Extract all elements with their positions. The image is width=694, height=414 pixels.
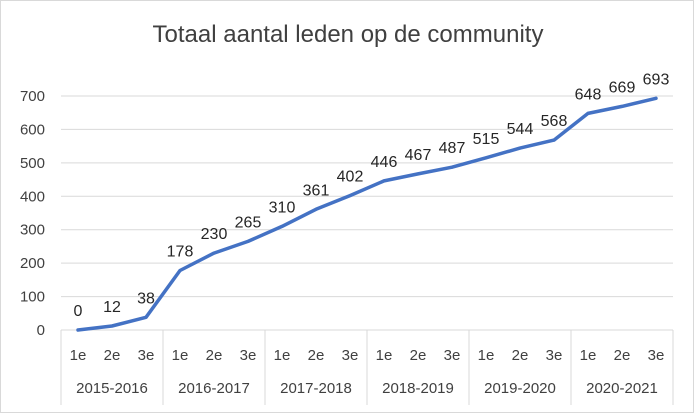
- data-point: [586, 111, 590, 115]
- x-tick-label: 2e: [410, 347, 427, 364]
- x-tick-label: 1e: [274, 347, 291, 364]
- series-line: [76, 96, 658, 332]
- data-label: 467: [405, 147, 432, 164]
- data-label: 265: [235, 214, 262, 231]
- data-point: [620, 104, 624, 108]
- chart-title: Totaal aantal leden op de community: [152, 21, 544, 48]
- x-group-label: 2015-2016: [76, 380, 148, 397]
- data-point: [450, 165, 454, 169]
- data-label: 515: [473, 131, 500, 148]
- data-label: 402: [337, 169, 364, 186]
- y-tick-label: 700: [20, 88, 45, 105]
- data-label: 178: [167, 243, 194, 260]
- data-point: [280, 224, 284, 228]
- x-tick-label: 1e: [172, 347, 189, 364]
- data-label: 648: [575, 86, 602, 103]
- data-point: [382, 179, 386, 183]
- data-label: 230: [201, 226, 228, 243]
- x-group-label: 2020-2021: [586, 380, 658, 397]
- data-point: [144, 315, 148, 319]
- data-point: [552, 138, 556, 142]
- data-point: [518, 146, 522, 150]
- data-point: [484, 156, 488, 160]
- x-tick-label: 3e: [546, 347, 563, 364]
- x-tick-label: 1e: [580, 347, 597, 364]
- x-tick-label: 3e: [138, 347, 155, 364]
- x-tick-label: 2e: [308, 347, 325, 364]
- x-tick-label: 2e: [104, 347, 121, 364]
- data-point: [212, 251, 216, 255]
- data-label: 669: [609, 79, 636, 96]
- data-point: [178, 268, 182, 272]
- x-tick-label: 2e: [512, 347, 529, 364]
- series-members: [76, 96, 658, 332]
- data-labels: 0 12 38 178 230 265 310 361 402 446 467 487 515 544 56…: [74, 71, 670, 320]
- data-point: [348, 194, 352, 198]
- gridlines: [61, 95, 673, 298]
- data-label: 361: [303, 182, 330, 199]
- x-tick-label: 3e: [648, 347, 665, 364]
- data-point: [314, 207, 318, 211]
- y-tick-label: 400: [20, 188, 45, 205]
- x-group-label: 2016-2017: [178, 380, 250, 397]
- x-group-label: 2019-2020: [484, 380, 556, 397]
- data-point: [246, 239, 250, 243]
- x-tick-label: 2e: [206, 347, 223, 364]
- data-label: 0: [74, 303, 83, 320]
- y-tick-label: 0: [37, 322, 45, 339]
- data-label: 446: [371, 154, 398, 171]
- data-label: 310: [269, 199, 296, 216]
- x-axis: [60, 329, 674, 405]
- y-axis-ticks: 0 100 200 300 400 500 600 700: [20, 88, 45, 339]
- y-tick-label: 600: [20, 121, 45, 138]
- data-point: [76, 328, 80, 332]
- y-tick-label: 500: [20, 155, 45, 172]
- x-tick-label: 1e: [70, 347, 87, 364]
- y-tick-label: 100: [20, 289, 45, 306]
- data-label: 487: [439, 140, 466, 157]
- y-tick-label: 300: [20, 222, 45, 239]
- x-tick-label: 3e: [444, 347, 461, 364]
- x-axis-ticks: 1e 2e 3e 1e 2e 3e 1e 2e 3e 1e 2e 3e 1e 2e 3e 1e 2e 3e 2015…: [70, 347, 665, 397]
- x-tick-label: 1e: [376, 347, 393, 364]
- x-tick-label: 1e: [478, 347, 495, 364]
- x-tick-label: 2e: [614, 347, 631, 364]
- x-tick-label: 3e: [240, 347, 257, 364]
- data-point: [416, 172, 420, 176]
- data-point: [654, 96, 658, 100]
- x-group-label: 2017-2018: [280, 380, 352, 397]
- x-group-label: 2018-2019: [382, 380, 454, 397]
- data-label: 12: [103, 299, 121, 316]
- data-label: 38: [137, 290, 155, 307]
- data-label: 693: [643, 71, 670, 88]
- y-tick-label: 200: [20, 255, 45, 272]
- data-point: [110, 324, 114, 328]
- x-tick-label: 3e: [342, 347, 359, 364]
- data-label: 544: [507, 121, 534, 138]
- data-label: 568: [541, 113, 568, 130]
